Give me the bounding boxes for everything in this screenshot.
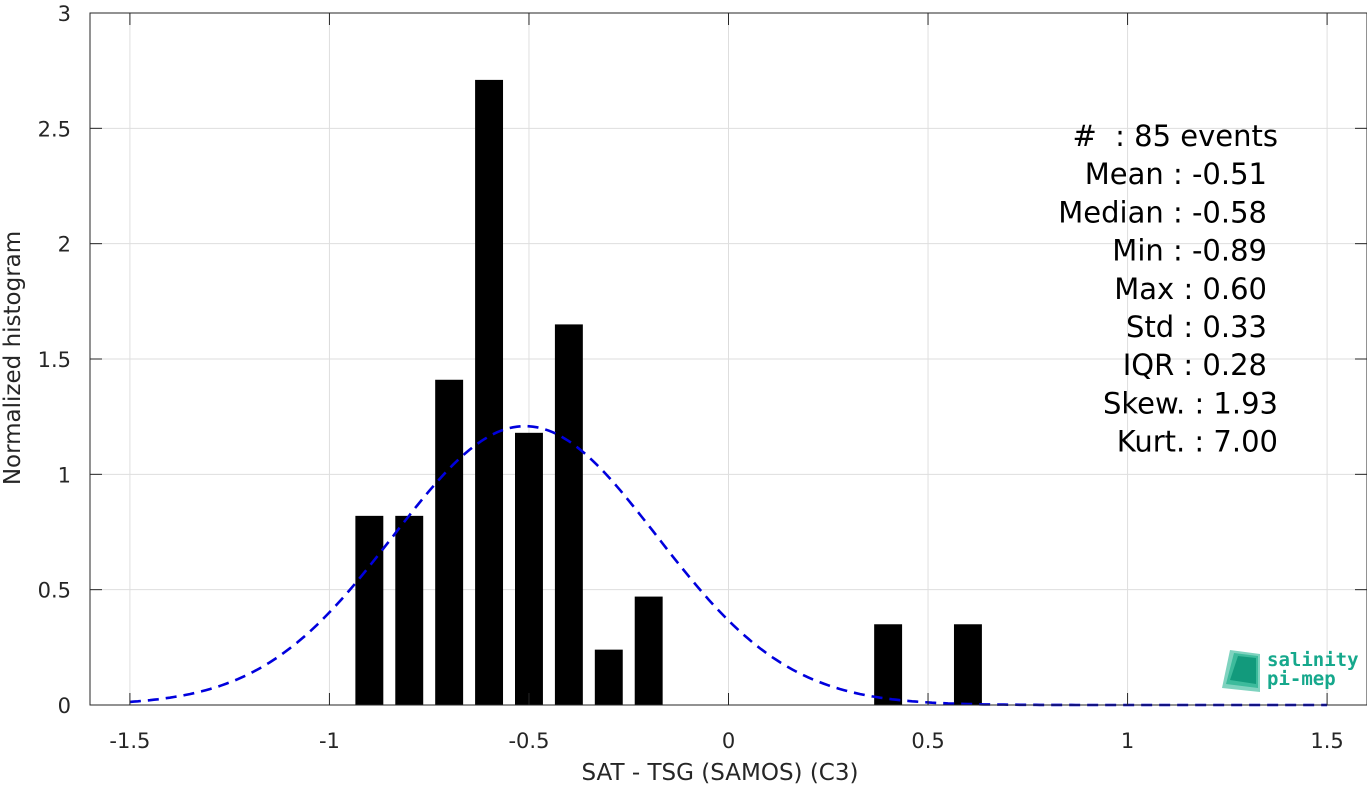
- histogram-bar-5: [554, 324, 583, 705]
- y-tick-labels: 0 0.5 1 1.5 2 2.5 3: [38, 2, 71, 718]
- y-tick-label: 0: [58, 694, 71, 718]
- stat-line: # : 85 events: [1072, 119, 1278, 153]
- x-tick-label: 1.5: [1310, 729, 1343, 753]
- histogram-bar-3: [475, 79, 504, 706]
- histogram-bar-1: [395, 515, 424, 705]
- x-tick-label: -1.5: [109, 729, 150, 753]
- y-tick-label: 2.5: [38, 117, 71, 141]
- stat-line: Kurt. : 7.00: [1117, 425, 1278, 459]
- histogram-bar-9: [953, 624, 982, 705]
- logo-text-line2: pi-mep: [1267, 668, 1336, 690]
- x-tick-label: -0.5: [508, 729, 549, 753]
- x-tick-labels: -1.5 -1 -0.5 0 0.5 1 1.5: [109, 729, 1343, 753]
- bars: [355, 79, 982, 706]
- y-tick-label: 3: [58, 2, 71, 26]
- x-axis-label: SAT - TSG (SAMOS) (C3): [582, 760, 859, 785]
- stat-line: Min : -0.89: [1112, 234, 1267, 268]
- ticks: [90, 12, 1367, 706]
- histogram-bar-4: [515, 432, 543, 705]
- logo-icon: [1222, 650, 1260, 692]
- histogram-bar-2: [435, 379, 464, 705]
- stat-line: IQR : 0.28: [1123, 348, 1267, 382]
- stats-annotation: # : 85 events Mean : -0.51 Median : -0.58 M…: [1058, 119, 1278, 459]
- salinity-pi-mep-logo: salinity pi-mep: [1222, 649, 1359, 692]
- stat-line: Std : 0.33: [1126, 310, 1267, 344]
- y-axis-label: Normalized histogram: [0, 231, 26, 485]
- histogram-bar-7: [634, 596, 663, 705]
- y-tick-label: 1.5: [38, 348, 71, 372]
- x-tick-label: 0: [722, 729, 735, 753]
- stat-line: Max : 0.60: [1114, 272, 1267, 306]
- histogram-bar-6: [594, 649, 623, 705]
- histogram-bar-8: [874, 624, 903, 705]
- stat-line: Median : -0.58: [1058, 195, 1267, 229]
- stat-line: Mean : -0.51: [1085, 157, 1267, 191]
- y-tick-label: 0.5: [38, 579, 71, 603]
- y-tick-label: 2: [58, 233, 71, 257]
- logo-text-line1: salinity: [1267, 649, 1359, 671]
- stat-line: Skew. : 1.93: [1103, 386, 1278, 420]
- x-tick-label: 0.5: [911, 729, 944, 753]
- histogram-bar-0: [355, 515, 384, 705]
- y-tick-label: 1: [58, 463, 71, 487]
- x-tick-label: 1: [1121, 729, 1134, 753]
- x-tick-label: -1: [319, 729, 340, 753]
